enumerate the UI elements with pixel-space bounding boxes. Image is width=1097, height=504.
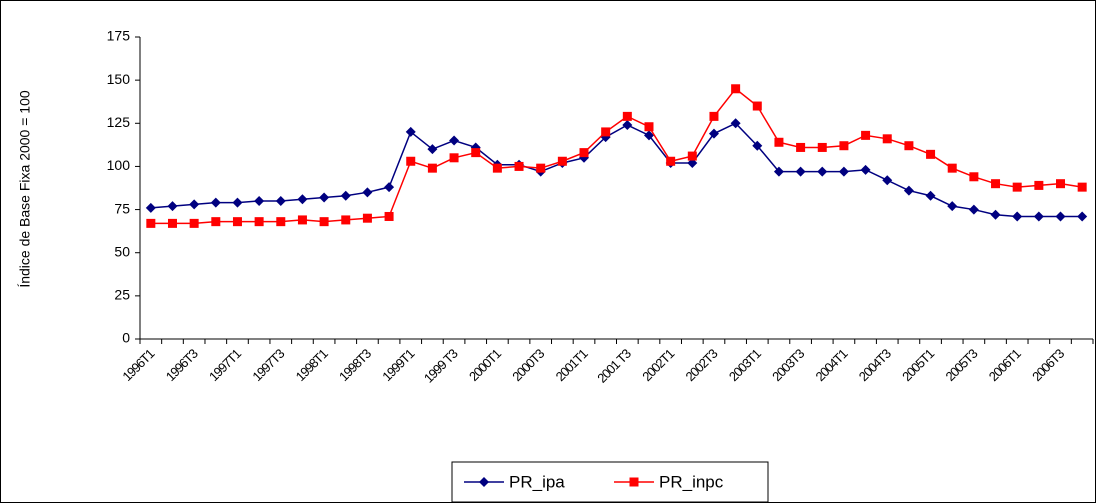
y-tick-label: 0 xyxy=(122,330,130,346)
point xyxy=(254,195,265,206)
point xyxy=(384,182,395,193)
point xyxy=(492,163,502,173)
point xyxy=(1056,179,1066,189)
point xyxy=(189,218,199,228)
y-tick-label: 75 xyxy=(114,200,130,216)
y-tick-label: 125 xyxy=(107,114,131,130)
point xyxy=(882,134,892,144)
point xyxy=(1055,211,1066,222)
point xyxy=(991,179,1001,189)
point xyxy=(795,166,806,177)
point xyxy=(232,197,243,208)
point xyxy=(341,215,351,225)
point xyxy=(406,156,416,166)
legend-label: PR_ipa xyxy=(509,472,565,491)
point xyxy=(838,166,849,177)
point xyxy=(167,201,178,212)
point xyxy=(687,151,697,161)
legend-marker xyxy=(479,477,489,487)
point xyxy=(427,144,438,155)
point xyxy=(514,161,524,171)
point xyxy=(990,209,1001,220)
point xyxy=(817,142,827,152)
point xyxy=(1033,211,1044,222)
point xyxy=(731,84,741,94)
point xyxy=(861,130,871,140)
y-axis-label: Índice de Base Fixa 2000 = 100 xyxy=(17,90,33,288)
y-tick-label: 150 xyxy=(107,71,131,87)
point xyxy=(319,192,330,203)
y-tick-label: 100 xyxy=(107,157,131,173)
point xyxy=(730,118,741,129)
point xyxy=(189,199,200,210)
point xyxy=(709,111,719,121)
point xyxy=(557,156,567,166)
point xyxy=(969,172,979,182)
point xyxy=(774,137,784,147)
point xyxy=(773,166,784,177)
point xyxy=(860,164,871,175)
y-tick-label: 50 xyxy=(114,243,130,259)
point xyxy=(904,141,914,151)
legend-marker xyxy=(629,477,639,487)
point xyxy=(882,175,893,186)
point xyxy=(211,217,221,227)
point xyxy=(643,130,654,141)
point xyxy=(362,187,373,198)
point xyxy=(384,211,394,221)
point xyxy=(362,213,372,223)
point xyxy=(817,166,828,177)
point xyxy=(903,185,914,196)
point xyxy=(601,127,611,137)
point xyxy=(1012,182,1022,192)
point xyxy=(839,141,849,151)
point xyxy=(471,148,481,158)
point xyxy=(796,142,806,152)
point xyxy=(1012,211,1023,222)
legend-label: PR_inpc xyxy=(659,472,724,491)
point xyxy=(947,201,958,212)
point xyxy=(254,217,264,227)
y-tick-label: 25 xyxy=(114,287,130,303)
point xyxy=(319,217,329,227)
point xyxy=(275,195,286,206)
y-tick-label: 175 xyxy=(107,28,131,44)
point xyxy=(752,101,762,111)
point xyxy=(968,204,979,215)
point xyxy=(926,149,936,159)
point xyxy=(210,197,221,208)
point xyxy=(427,163,437,173)
point xyxy=(536,163,546,173)
point xyxy=(1077,182,1087,192)
point xyxy=(297,215,307,225)
point xyxy=(752,140,763,151)
point xyxy=(622,120,633,131)
point xyxy=(1077,211,1088,222)
point xyxy=(145,202,156,213)
point xyxy=(622,111,632,121)
point xyxy=(708,128,719,139)
point xyxy=(925,190,936,201)
point xyxy=(340,190,351,201)
point xyxy=(1034,180,1044,190)
point xyxy=(666,156,676,166)
point xyxy=(947,163,957,173)
point xyxy=(405,126,416,137)
point xyxy=(167,218,177,228)
point xyxy=(449,135,460,146)
point xyxy=(146,218,156,228)
point xyxy=(297,194,308,205)
point xyxy=(579,148,589,158)
point xyxy=(644,122,654,132)
point xyxy=(449,153,459,163)
legend-box xyxy=(451,461,769,503)
point xyxy=(276,217,286,227)
point xyxy=(232,217,242,227)
